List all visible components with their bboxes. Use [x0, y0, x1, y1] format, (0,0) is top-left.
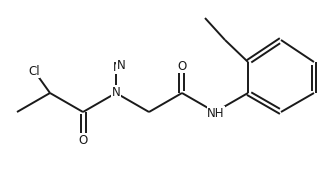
- Text: NH: NH: [207, 106, 225, 120]
- Text: O: O: [78, 133, 88, 147]
- Text: N: N: [116, 58, 125, 72]
- Text: N: N: [112, 85, 120, 99]
- Text: Cl: Cl: [28, 64, 40, 78]
- Text: O: O: [177, 60, 187, 73]
- Text: N: N: [113, 61, 121, 73]
